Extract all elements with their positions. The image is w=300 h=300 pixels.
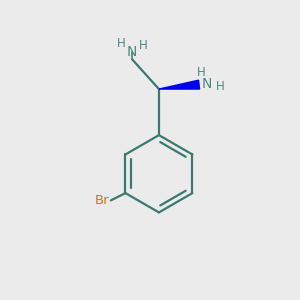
- Text: H: H: [196, 66, 205, 79]
- Text: N: N: [127, 45, 137, 59]
- Text: N: N: [201, 77, 212, 91]
- Text: H: H: [116, 37, 125, 50]
- Text: H: H: [215, 80, 224, 93]
- Text: Br: Br: [95, 194, 109, 207]
- Polygon shape: [159, 80, 200, 89]
- Text: H: H: [139, 39, 148, 52]
